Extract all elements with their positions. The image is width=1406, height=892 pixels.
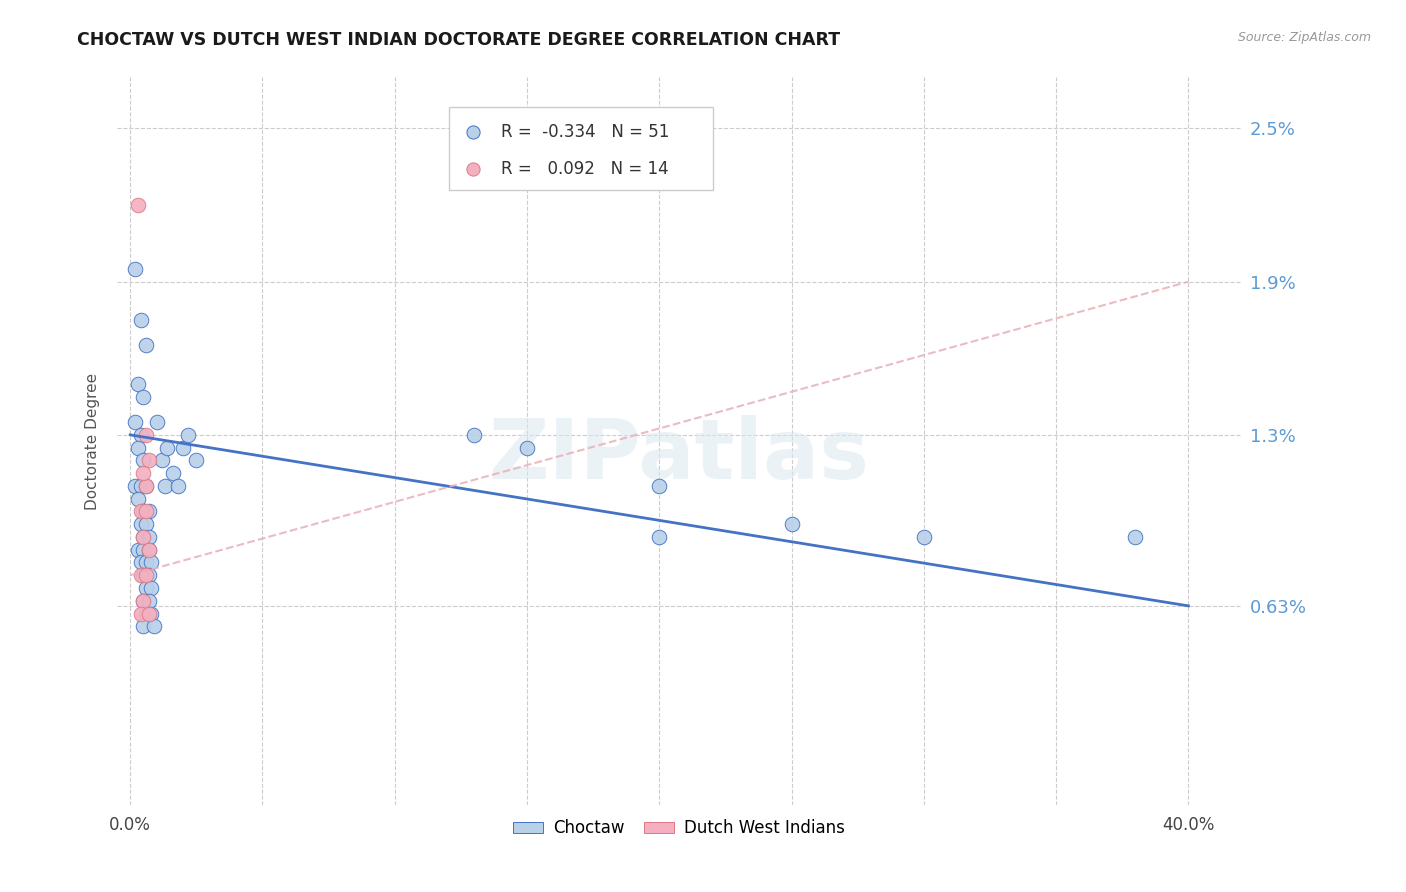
Point [463, 427, 485, 442]
Point [132, 542, 155, 557]
Point [138, 542, 160, 557]
Point [516, 441, 538, 455]
Point [138, 530, 160, 544]
Point [135, 568, 157, 582]
Point [138, 453, 160, 467]
Point [780, 517, 803, 532]
Point [141, 607, 163, 621]
Point [138, 542, 160, 557]
Y-axis label: Doctorate Degree: Doctorate Degree [86, 373, 100, 510]
Text: R =   0.092   N = 14: R = 0.092 N = 14 [502, 161, 669, 178]
Point [124, 479, 146, 493]
Point [141, 581, 163, 595]
Point [124, 261, 146, 276]
Point [135, 607, 157, 621]
Point [132, 530, 155, 544]
Point [138, 568, 160, 582]
Point [135, 556, 157, 570]
Point [153, 479, 176, 493]
Point [162, 466, 184, 480]
Text: CHOCTAW VS DUTCH WEST INDIAN DOCTORATE DEGREE CORRELATION CHART: CHOCTAW VS DUTCH WEST INDIAN DOCTORATE D… [77, 31, 841, 49]
Point [132, 390, 155, 404]
Point [135, 427, 157, 442]
Point [129, 556, 152, 570]
Point [129, 517, 152, 532]
Point [129, 479, 152, 493]
Text: R =  -0.334   N = 51: R = -0.334 N = 51 [502, 122, 669, 141]
Point [135, 504, 157, 518]
Text: Source: ZipAtlas.com: Source: ZipAtlas.com [1237, 31, 1371, 45]
Point [177, 427, 200, 442]
Point [166, 479, 188, 493]
Point [129, 313, 152, 327]
Point [135, 517, 157, 532]
Point [150, 453, 173, 467]
Point [135, 338, 157, 352]
Point [138, 594, 160, 608]
Point [648, 530, 671, 544]
Point [129, 427, 152, 442]
Point [127, 376, 149, 391]
Point [124, 415, 146, 429]
Point [141, 556, 163, 570]
Point [127, 491, 149, 506]
Point [143, 619, 166, 633]
Point [132, 619, 155, 633]
Point [138, 504, 160, 518]
Point [127, 198, 149, 212]
Point [132, 568, 155, 582]
FancyBboxPatch shape [449, 106, 713, 190]
Point [135, 479, 157, 493]
Point [172, 441, 194, 455]
Point [129, 607, 152, 621]
Point [132, 530, 155, 544]
Point [135, 581, 157, 595]
Point [127, 441, 149, 455]
Point [132, 594, 155, 608]
Point [145, 415, 167, 429]
Point [132, 466, 155, 480]
Point [156, 441, 179, 455]
Point [129, 504, 152, 518]
Point [132, 594, 155, 608]
Point [127, 542, 149, 557]
Point [132, 453, 155, 467]
Point [912, 530, 935, 544]
Point [135, 479, 157, 493]
Point [132, 504, 155, 518]
Point [186, 453, 208, 467]
Point [138, 607, 160, 621]
Point [129, 568, 152, 582]
Text: ZIPatlas: ZIPatlas [489, 416, 870, 496]
Legend: Choctaw, Dutch West Indians: Choctaw, Dutch West Indians [506, 813, 852, 844]
Point [648, 479, 671, 493]
Point [1125, 530, 1147, 544]
